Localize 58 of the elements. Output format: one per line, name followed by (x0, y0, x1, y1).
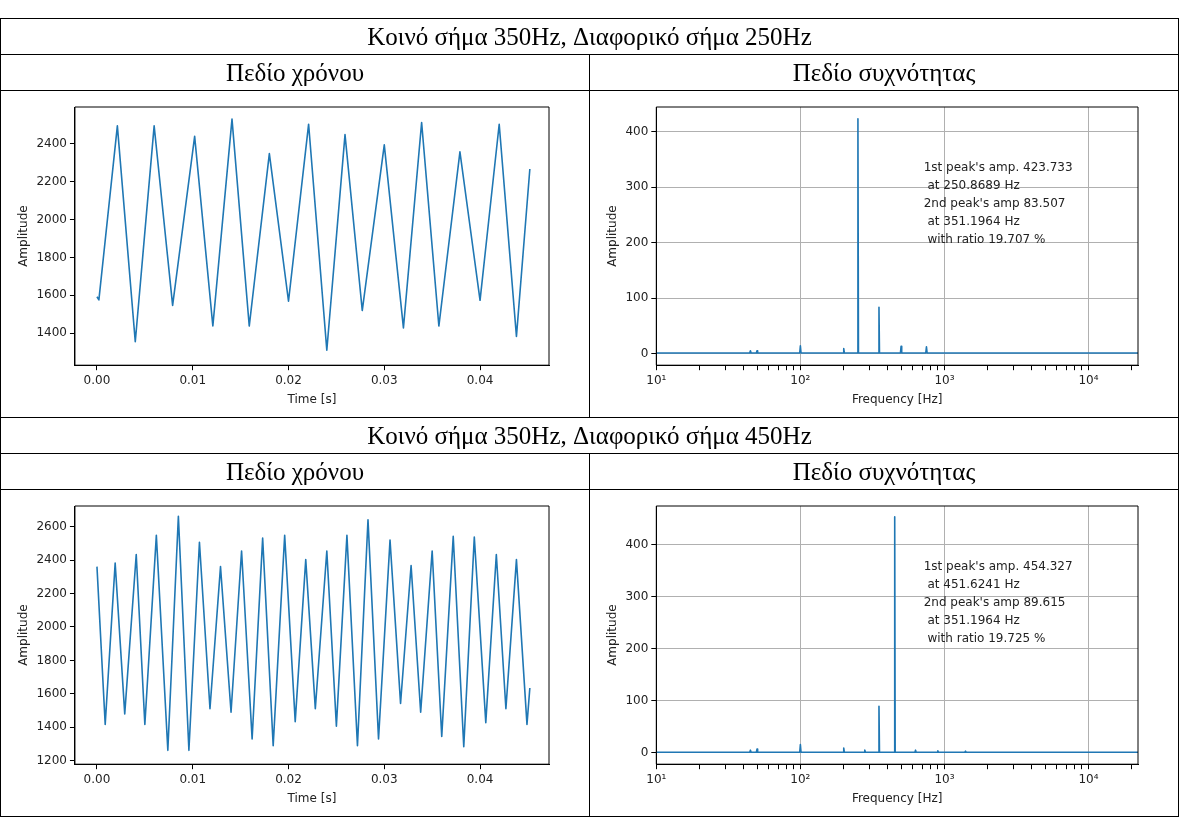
x-tick-label: 0.02 (275, 372, 302, 387)
y-tick-label: 1200 (36, 752, 67, 767)
y-tick-label: 1800 (36, 249, 67, 264)
y-tick-label: 300 (625, 589, 649, 604)
x-tick-label: 10³ (934, 771, 955, 786)
y-tick-label: 2200 (36, 585, 67, 600)
x-axis-title: Frequency [Hz] (851, 790, 943, 805)
y-tick-label: 0 (640, 345, 649, 360)
y-tick-label: 2400 (36, 136, 67, 151)
chart-subtitle: Πεδίο συχνότητας (589, 54, 1179, 91)
y-tick-label: 300 (625, 179, 649, 194)
y-tick-label: 1800 (36, 652, 67, 667)
x-tick-label: 10⁴ (1078, 372, 1099, 387)
annotation: 1st peak's amp. 423.733 at 250.8689 Hz 2nd peak's amp 83.507 at 351.1964 Hz with ratio 19.707 % (923, 159, 1073, 246)
chart-title: Κοινό σήμα 350Hz, Διαφορικό σήμα 250Hz (0, 18, 1179, 55)
x-tick-label: 0.04 (466, 372, 494, 387)
x-tick-label: 10¹ (646, 372, 667, 387)
y-tick-label: 1400 (36, 719, 67, 734)
annotation: 1st peak's amp. 454.327 at 451.6241 Hz 2nd peak's amp 89.615 at 351.1964 Hz with ratio 19.725 % (923, 558, 1073, 645)
y-tick-label: 100 (625, 290, 649, 305)
x-tick-label: 0.03 (370, 771, 398, 786)
x-axis-title: Frequency [Hz] (851, 391, 943, 406)
x-tick-label: 10⁴ (1078, 771, 1099, 786)
x-tick-label: 10¹ (646, 771, 667, 786)
y-tick-label: 2000 (36, 619, 67, 634)
y-tick-label: 0 (640, 744, 649, 759)
y-tick-label: 100 (625, 692, 649, 707)
y-tick-label: 2200 (36, 173, 67, 188)
y-axis-title: Amplitude (605, 604, 620, 666)
y-tick-label: 1600 (36, 685, 67, 700)
y-tick-label: 400 (625, 124, 649, 139)
x-tick-label: 10² (790, 372, 811, 387)
x-axis-title: Time [s] (286, 391, 337, 406)
y-axis-title: Amplitude (16, 604, 31, 666)
chart-subtitle: Πεδίο συχνότητας (589, 453, 1179, 490)
y-axis-title: Amplitude (605, 205, 620, 267)
y-tick-label: 1400 (36, 325, 67, 340)
x-tick-label: 0.00 (83, 372, 111, 387)
x-tick-label: 0.03 (370, 372, 398, 387)
x-tick-label: 0.01 (179, 372, 207, 387)
y-tick-label: 400 (625, 537, 649, 552)
y-tick-label: 2600 (36, 518, 67, 533)
x-tick-label: 0.04 (466, 771, 494, 786)
chart-title: Κοινό σήμα 350Hz, Διαφορικό σήμα 450Hz (0, 417, 1179, 454)
y-tick-label: 200 (625, 640, 649, 655)
y-tick-label: 200 (625, 234, 649, 249)
x-tick-label: 0.01 (179, 771, 207, 786)
y-tick-label: 1600 (36, 287, 67, 302)
chart-subtitle: Πεδίο χρόνου (0, 54, 590, 91)
x-tick-label: 10² (790, 771, 811, 786)
chart-subtitle: Πεδίο χρόνου (0, 453, 590, 490)
y-axis-title: Amplitude (16, 205, 31, 267)
y-tick-label: 2400 (36, 552, 67, 567)
y-tick-label: 2000 (36, 211, 67, 226)
x-tick-label: 0.02 (275, 771, 302, 786)
x-tick-label: 0.00 (83, 771, 111, 786)
x-axis-title: Time [s] (286, 790, 337, 805)
x-tick-label: 10³ (934, 372, 955, 387)
